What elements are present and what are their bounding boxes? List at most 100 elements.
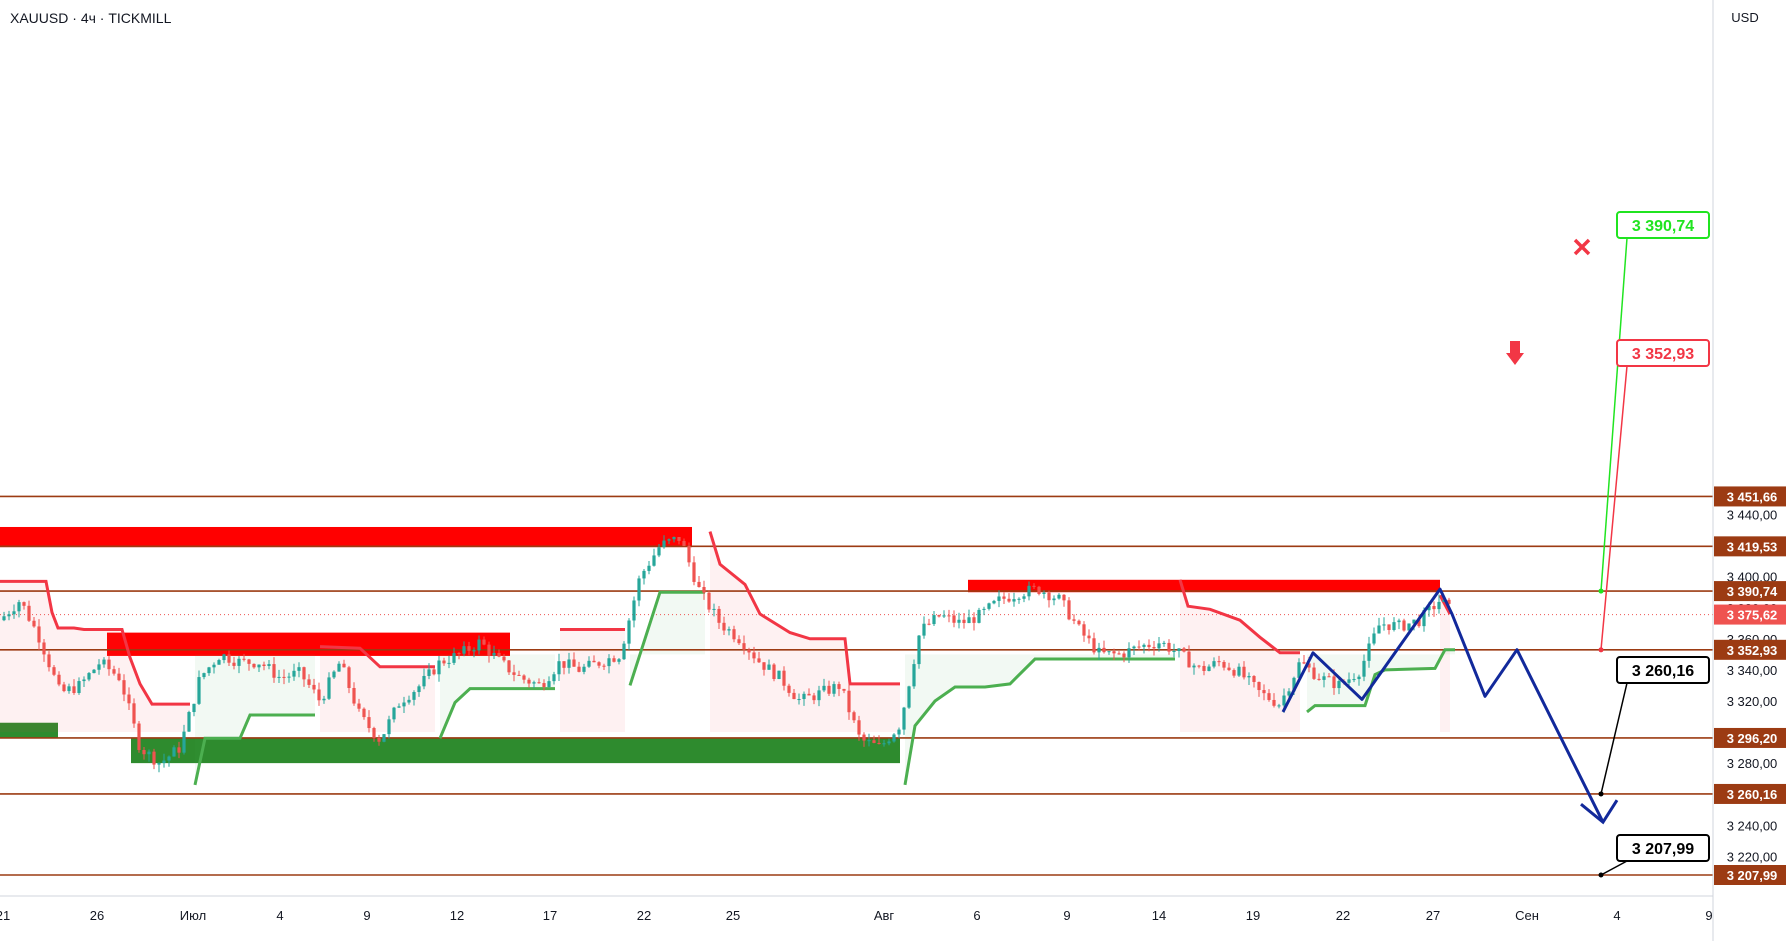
candle-body bbox=[1302, 662, 1306, 664]
candle-body bbox=[542, 683, 546, 687]
candle-body bbox=[1077, 620, 1081, 625]
levels-layer bbox=[0, 495, 1713, 876]
candle-body bbox=[837, 684, 841, 689]
candle-body bbox=[782, 670, 786, 686]
interval-label: 4ч bbox=[80, 10, 96, 26]
candle-body bbox=[1162, 642, 1166, 644]
candle-body bbox=[1397, 620, 1401, 623]
candle-body bbox=[1312, 667, 1316, 679]
down-arrow-icon bbox=[1506, 341, 1524, 365]
candle-body bbox=[487, 644, 491, 656]
candle-body bbox=[1092, 638, 1096, 653]
candle-body bbox=[1047, 592, 1051, 601]
candle-body bbox=[207, 667, 211, 674]
candle-body bbox=[122, 680, 126, 695]
candle-body bbox=[762, 662, 766, 670]
candle-body bbox=[1387, 624, 1391, 630]
price-tick-label: 3 220,00 bbox=[1727, 849, 1778, 864]
candle-body bbox=[97, 664, 101, 670]
callout-leader bbox=[1600, 237, 1628, 592]
forecast-path bbox=[1281, 587, 1605, 823]
callout-leader bbox=[1600, 365, 1628, 650]
callout-anchor bbox=[1598, 588, 1604, 594]
candle-body bbox=[1237, 666, 1241, 676]
candle-body bbox=[432, 669, 436, 675]
candle-body bbox=[567, 659, 571, 668]
candle-body bbox=[902, 707, 906, 730]
candle-body bbox=[1192, 665, 1196, 668]
candle-body bbox=[1002, 596, 1006, 599]
broker-label: TICKMILL bbox=[108, 10, 172, 26]
uptrend-fill bbox=[440, 654, 555, 739]
candle-body bbox=[747, 649, 751, 653]
candle-body bbox=[262, 664, 266, 666]
candle-body bbox=[1402, 620, 1406, 631]
candle-body bbox=[907, 686, 911, 708]
candle-body bbox=[1057, 594, 1061, 599]
candle-body bbox=[442, 660, 446, 664]
candle-body bbox=[1187, 651, 1191, 668]
candle-body bbox=[1172, 651, 1176, 653]
candle-body bbox=[987, 603, 991, 609]
candle-body bbox=[402, 702, 406, 707]
candle-body bbox=[312, 684, 316, 690]
candle-body bbox=[1042, 592, 1046, 594]
candle-body bbox=[562, 661, 566, 668]
candle-body bbox=[537, 682, 541, 684]
candle-body bbox=[182, 731, 186, 753]
time-tick-label: 19 bbox=[1246, 908, 1260, 923]
candle-body bbox=[787, 685, 791, 693]
time-tick-label: 6 bbox=[973, 908, 980, 923]
candle-body bbox=[1082, 624, 1086, 636]
candle-body bbox=[587, 660, 591, 667]
candle-body bbox=[857, 720, 861, 735]
candle-body bbox=[622, 643, 626, 660]
candle-body bbox=[657, 547, 661, 556]
candle-body bbox=[417, 686, 421, 693]
uptrend-fill bbox=[630, 592, 705, 686]
candle-body bbox=[1072, 619, 1076, 621]
candle-body bbox=[372, 728, 376, 738]
symbol-label: XAUUSD bbox=[10, 10, 69, 26]
candle-body bbox=[217, 660, 221, 665]
candle-body bbox=[1202, 665, 1206, 671]
level-price-tag bbox=[1714, 783, 1786, 804]
candle-body bbox=[137, 723, 141, 751]
callout-label: 3 260,16 bbox=[1632, 663, 1694, 680]
candle-body bbox=[1142, 644, 1146, 647]
candle-body bbox=[867, 740, 871, 742]
candle-body bbox=[147, 751, 151, 755]
candle-body bbox=[642, 570, 646, 579]
candles-layer bbox=[2, 535, 1451, 773]
level-price-tag-label: 3 352,93 bbox=[1727, 643, 1778, 658]
supply-zone bbox=[107, 632, 510, 656]
callout-leader bbox=[1600, 682, 1628, 795]
time-tick-label: 9 bbox=[363, 908, 370, 923]
candle-body bbox=[862, 734, 866, 741]
candle-body bbox=[232, 662, 236, 666]
candle-body bbox=[407, 699, 411, 703]
candle-body bbox=[947, 615, 951, 617]
time-tick-label: 27 bbox=[1426, 908, 1440, 923]
candle-body bbox=[612, 658, 616, 662]
candle-body bbox=[577, 666, 581, 672]
candle-body bbox=[617, 659, 621, 662]
candle-body bbox=[62, 684, 66, 692]
candle-body bbox=[482, 639, 486, 645]
candle-body bbox=[237, 658, 241, 666]
candle-body bbox=[242, 658, 246, 660]
candle-body bbox=[842, 688, 846, 691]
candle-body bbox=[1067, 600, 1071, 620]
downtrend-fill bbox=[710, 531, 900, 733]
candle-body bbox=[832, 684, 836, 694]
candle-body bbox=[277, 676, 281, 678]
downtrend-trail-line bbox=[1438, 594, 1452, 615]
candle-body bbox=[437, 660, 441, 675]
current-price-tag-label: 3 375,62 bbox=[1727, 608, 1778, 623]
candle-body bbox=[477, 639, 481, 651]
candle-body bbox=[967, 617, 971, 624]
candle-body bbox=[1247, 676, 1251, 678]
candle-body bbox=[117, 673, 121, 681]
